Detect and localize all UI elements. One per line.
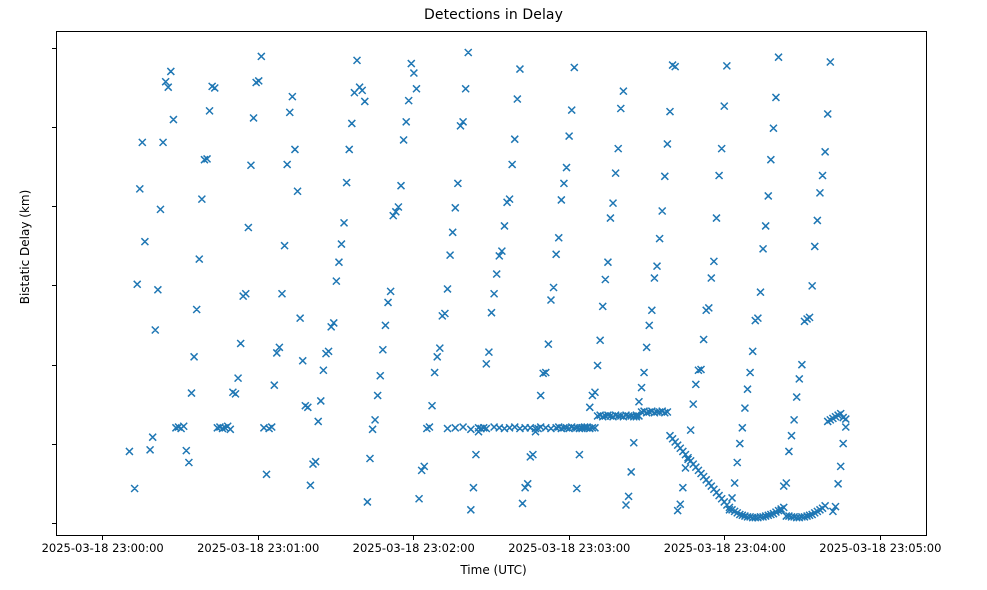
x-tick-label: 2025-03-18 23:03:00 xyxy=(508,541,631,555)
x-axis-label: Time (UTC) xyxy=(460,563,527,577)
x-tick-mark xyxy=(879,536,881,540)
x-tick-mark xyxy=(413,536,415,540)
scatter-series-layer xyxy=(125,48,850,522)
x-tick-mark xyxy=(568,536,570,540)
y-tick-mark xyxy=(52,443,56,445)
x-tick-label: 2025-03-18 23:02:00 xyxy=(352,541,475,555)
y-tick-mark xyxy=(52,127,56,129)
x-tick-mark xyxy=(257,536,259,540)
x-tick-label: 2025-03-18 23:00:00 xyxy=(41,541,164,555)
y-tick-mark xyxy=(52,285,56,287)
x-tick-mark xyxy=(724,536,726,540)
y-axis-label: Bistatic Delay (km) xyxy=(18,189,32,305)
x-tick-mark xyxy=(102,536,104,540)
y-tick-mark xyxy=(52,364,56,366)
y-tick-mark xyxy=(52,522,56,524)
y-tick-mark xyxy=(52,206,56,208)
x-tick-label: 2025-03-18 23:05:00 xyxy=(819,541,942,555)
y-tick-mark xyxy=(52,47,56,49)
chart-title: Detections in Delay xyxy=(423,7,563,23)
x-tick-label: 2025-03-18 23:04:00 xyxy=(663,541,786,555)
x-tick-label: 2025-03-18 23:01:00 xyxy=(197,541,320,555)
plot-axes xyxy=(56,31,927,536)
